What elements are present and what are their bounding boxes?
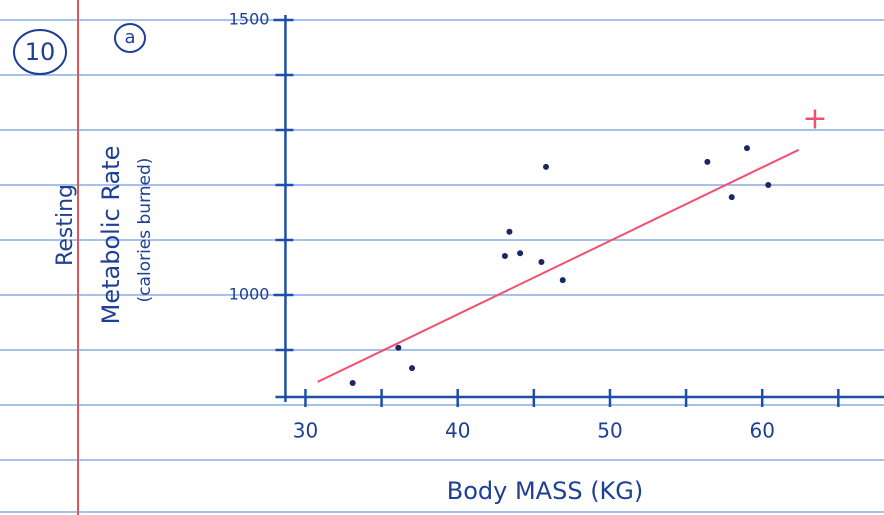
paper-rules — [0, 19, 884, 513]
x-tick-label: 40 — [445, 419, 470, 443]
circle — [114, 23, 146, 53]
data-point — [559, 277, 566, 284]
data-point — [349, 380, 356, 386]
x-tick-label: 60 — [749, 419, 774, 443]
fit-line — [317, 148, 800, 383]
circle — [13, 29, 67, 75]
problem-number: 10 — [25, 38, 56, 66]
data-point — [409, 365, 416, 372]
x-tick-label: 50 — [597, 419, 622, 443]
data-point — [743, 145, 750, 152]
data-point — [501, 252, 508, 259]
x-tick-label: 30 — [293, 419, 318, 443]
part-label: a — [124, 27, 135, 48]
data-point — [704, 158, 711, 165]
fit-marker: + — [802, 102, 827, 137]
data-point — [728, 194, 735, 201]
y-tick-label: 1000 — [229, 285, 270, 304]
y-label: Metabolic Rate — [97, 146, 125, 325]
x-label: Body MASS (KG) — [447, 477, 644, 505]
data-point — [543, 163, 550, 170]
data-point — [395, 344, 402, 351]
y-label: (calories burned) — [135, 158, 155, 303]
y-label: Resting — [53, 184, 78, 266]
data-point — [538, 259, 545, 265]
data-point — [765, 182, 772, 188]
data-point — [517, 250, 524, 257]
data-point — [506, 228, 513, 235]
y-tick-label: 1500 — [229, 10, 270, 29]
